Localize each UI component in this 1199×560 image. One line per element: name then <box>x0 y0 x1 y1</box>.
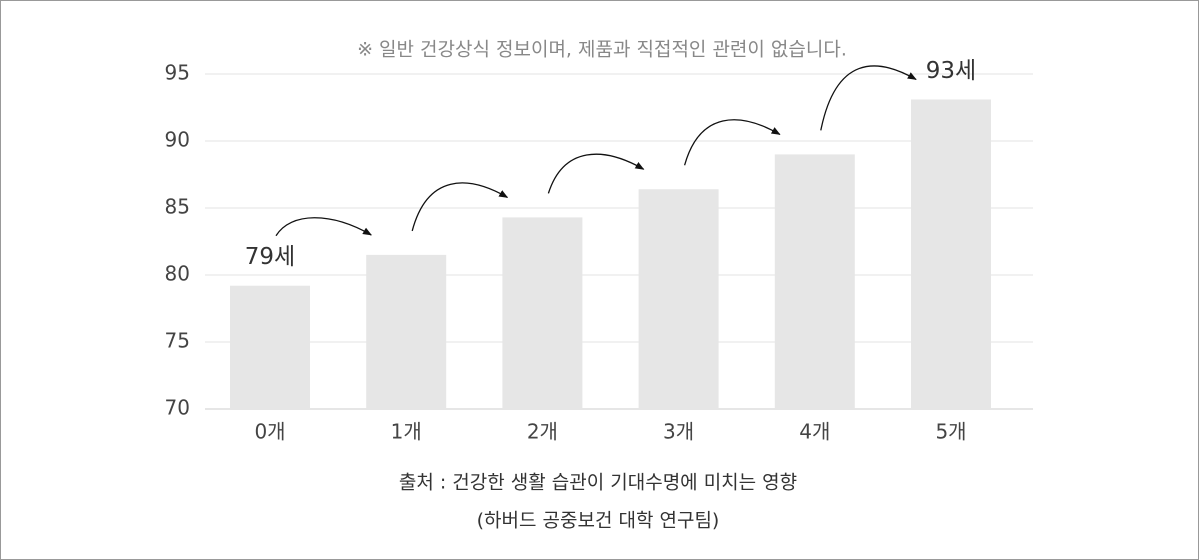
value-label: 93세 <box>926 58 976 84</box>
bar <box>366 254 447 409</box>
source: (하버드 공중보건 대학 연구팀) <box>477 510 720 532</box>
x-tick-label: 5개 <box>935 420 966 444</box>
x-tick-label: 2개 <box>527 420 558 444</box>
bar <box>911 99 991 410</box>
y-tick-label: 80 <box>165 262 190 286</box>
arrow <box>547 153 645 194</box>
arrow <box>820 65 917 131</box>
value-label: 79세 <box>245 244 295 270</box>
bar <box>502 217 583 409</box>
bar <box>230 285 310 409</box>
y-tick-label: 75 <box>165 329 190 353</box>
y-tick-label: 90 <box>165 128 190 152</box>
arrow <box>411 182 509 232</box>
note: ※ 일반 건강상식 정보이며, 제품과 직접적인 관련이 없습니다. <box>357 39 847 61</box>
bar <box>774 154 855 409</box>
bar <box>638 189 719 409</box>
arrow <box>683 119 781 166</box>
y-tick-label: 70 <box>165 396 190 420</box>
y-tick-label: 85 <box>165 195 190 219</box>
x-tick-label: 1개 <box>391 420 422 444</box>
x-tick-label: 0개 <box>254 420 285 444</box>
source: 출처 : 건강한 생활 습관이 기대수명에 미치는 영향 <box>399 472 797 494</box>
y-tick-label: 95 <box>165 61 190 85</box>
x-tick-label: 4개 <box>799 420 830 444</box>
x-tick-label: 3개 <box>663 420 694 444</box>
arrow <box>275 217 372 237</box>
